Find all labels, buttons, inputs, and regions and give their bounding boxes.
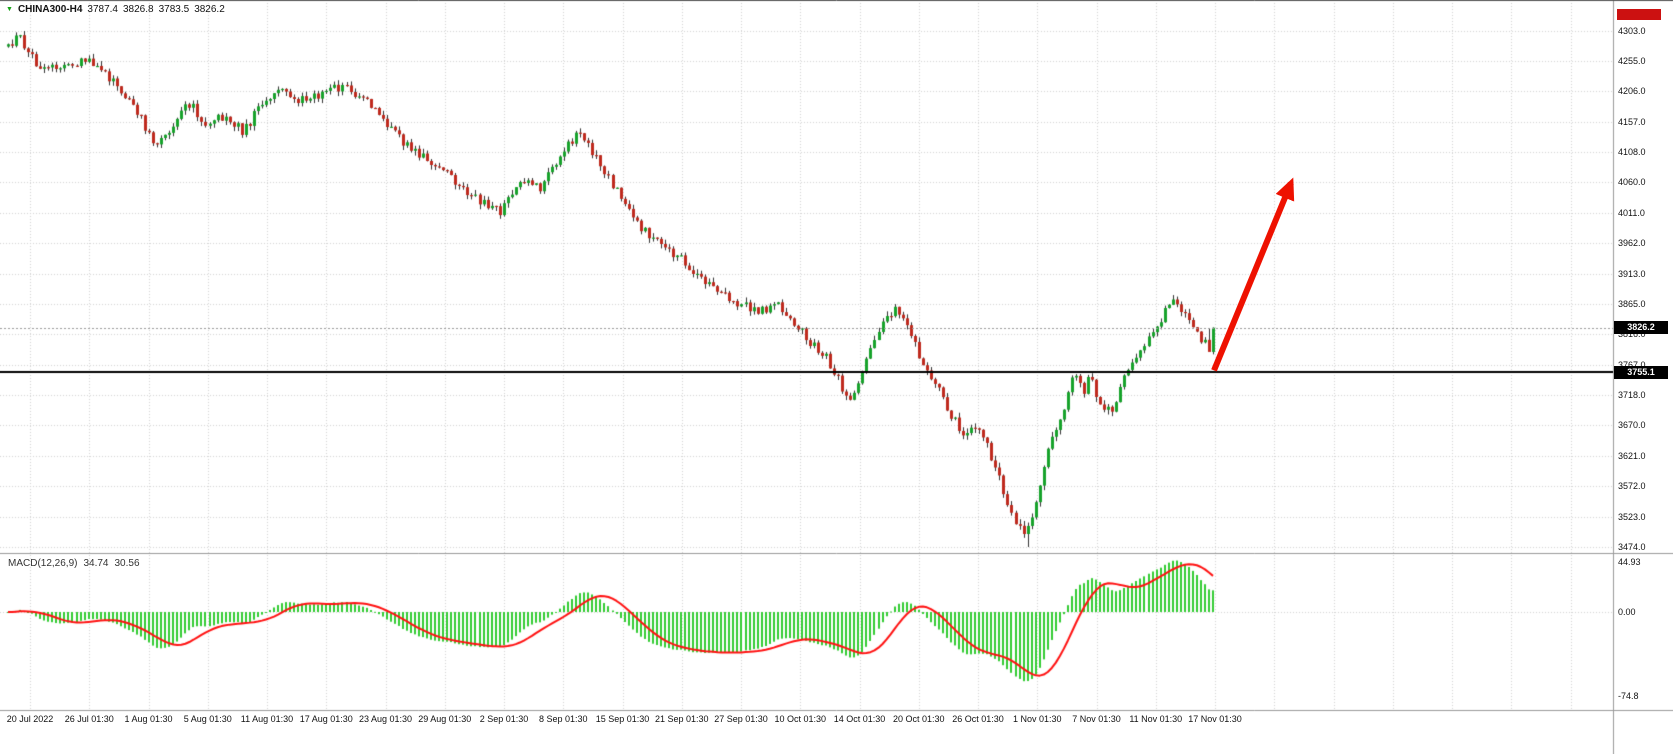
ohlc-low: 3783.5 [158, 4, 190, 15]
macd-indicator-label: MACD(12,26,9) 34.74 30.56 [8, 558, 140, 569]
price-axis-label: 3670.0 [1618, 420, 1646, 430]
time-axis-label: 26 Jul 01:30 [64, 714, 114, 724]
time-axis-label: 11 Nov 01:30 [1129, 714, 1183, 724]
time-axis-label: 7 Nov 01:30 [1072, 714, 1121, 724]
ohlc-high: 3826.8 [123, 4, 154, 15]
macd-value: 34.74 [83, 558, 109, 569]
price-axis-label: 4255.0 [1618, 55, 1646, 66]
price-axis-label: 4060.0 [1618, 177, 1646, 188]
time-axis-label: 10 Oct 01:30 [774, 714, 827, 724]
time-axis-label: 17 Aug 01:30 [299, 714, 353, 724]
time-axis-label: 5 Aug 01:30 [183, 714, 232, 724]
symbol-dropdown-icon[interactable]: ▼ [6, 5, 13, 13]
price-axis-label: 3621.0 [1618, 450, 1646, 461]
price-axis-label: 3474.0 [1618, 542, 1646, 552]
macd-axis-label: 0.00 [1618, 607, 1636, 617]
ohlc-close: 3826.2 [194, 4, 225, 15]
time-axis-label: 2 Sep 01:30 [479, 714, 529, 724]
macd-signal-value: 30.56 [114, 558, 140, 569]
time-axis-label: 8 Sep 01:30 [538, 714, 588, 724]
support-line-price-badge: 3755.1 [1614, 365, 1668, 379]
time-axis-label: 27 Sep 01:30 [714, 714, 768, 724]
time-axis-label: 20 Jul 2022 [6, 714, 54, 724]
symbol-header: ▼ CHINA300-H4 3787.4 3826.8 3783.5 3826.… [6, 4, 225, 15]
price-axis-label: 4108.0 [1618, 147, 1646, 158]
price-axis[interactable]: 3826.2 3755.1 4303.0 4255.0 4206.0 4157.0 41… [1613, 0, 1673, 754]
price-axis-label: 4303.0 [1618, 26, 1646, 36]
time-axis-label: 14 Oct 01:30 [833, 714, 886, 724]
current-price-badge: 3826.2 [1614, 321, 1668, 335]
time-axis-label: 26 Oct 01:30 [952, 714, 1004, 724]
time-axis-label: 15 Sep 01:30 [595, 714, 650, 724]
trend-arrow-annotation[interactable] [1184, 153, 1321, 400]
symbol-label: CHINA300-H4 [17, 4, 83, 15]
macd-name: MACD(12,26,9) [8, 558, 78, 569]
time-axis-label: 1 Aug 01:30 [124, 714, 173, 724]
price-axis-label: 3767.0 [1618, 360, 1646, 370]
price-axis-label: 4011.0 [1618, 207, 1645, 218]
price-axis-label: 3523.0 [1618, 511, 1646, 522]
time-axis-label: 29 Aug 01:30 [418, 714, 472, 724]
price-axis-label: 3718.0 [1618, 390, 1646, 401]
macd-axis-label: -74.8 [1618, 690, 1639, 701]
ohlc-open: 3787.4 [87, 4, 118, 15]
price-axis-label: 3962.0 [1618, 238, 1646, 249]
time-axis-label: 23 Aug 01:30 [358, 714, 413, 724]
time-axis-label: 21 Sep 01:30 [654, 714, 709, 724]
time-axis-label: 17 Nov 01:30 [1188, 714, 1242, 724]
price-axis-label: 3572.0 [1618, 481, 1646, 491]
time-axis-label: 1 Nov 01:30 [1012, 714, 1062, 724]
top-right-marker [1617, 9, 1661, 20]
price-axis-label: 3913.0 [1618, 268, 1646, 279]
price-axis-label: 4157.0 [1618, 116, 1646, 127]
time-axis[interactable]: 20 Jul 2022 26 Jul 01:30 1 Aug 01:30 5 Aug … [0, 710, 1613, 754]
time-axis-label: 11 Aug 01:30 [240, 714, 294, 724]
price-axis-label: 4206.0 [1618, 86, 1646, 97]
macd-axis-label: 44.93 [1618, 556, 1641, 567]
time-axis-label: 20 Oct 01:30 [892, 714, 945, 724]
price-axis-label: 3865.0 [1618, 298, 1646, 309]
